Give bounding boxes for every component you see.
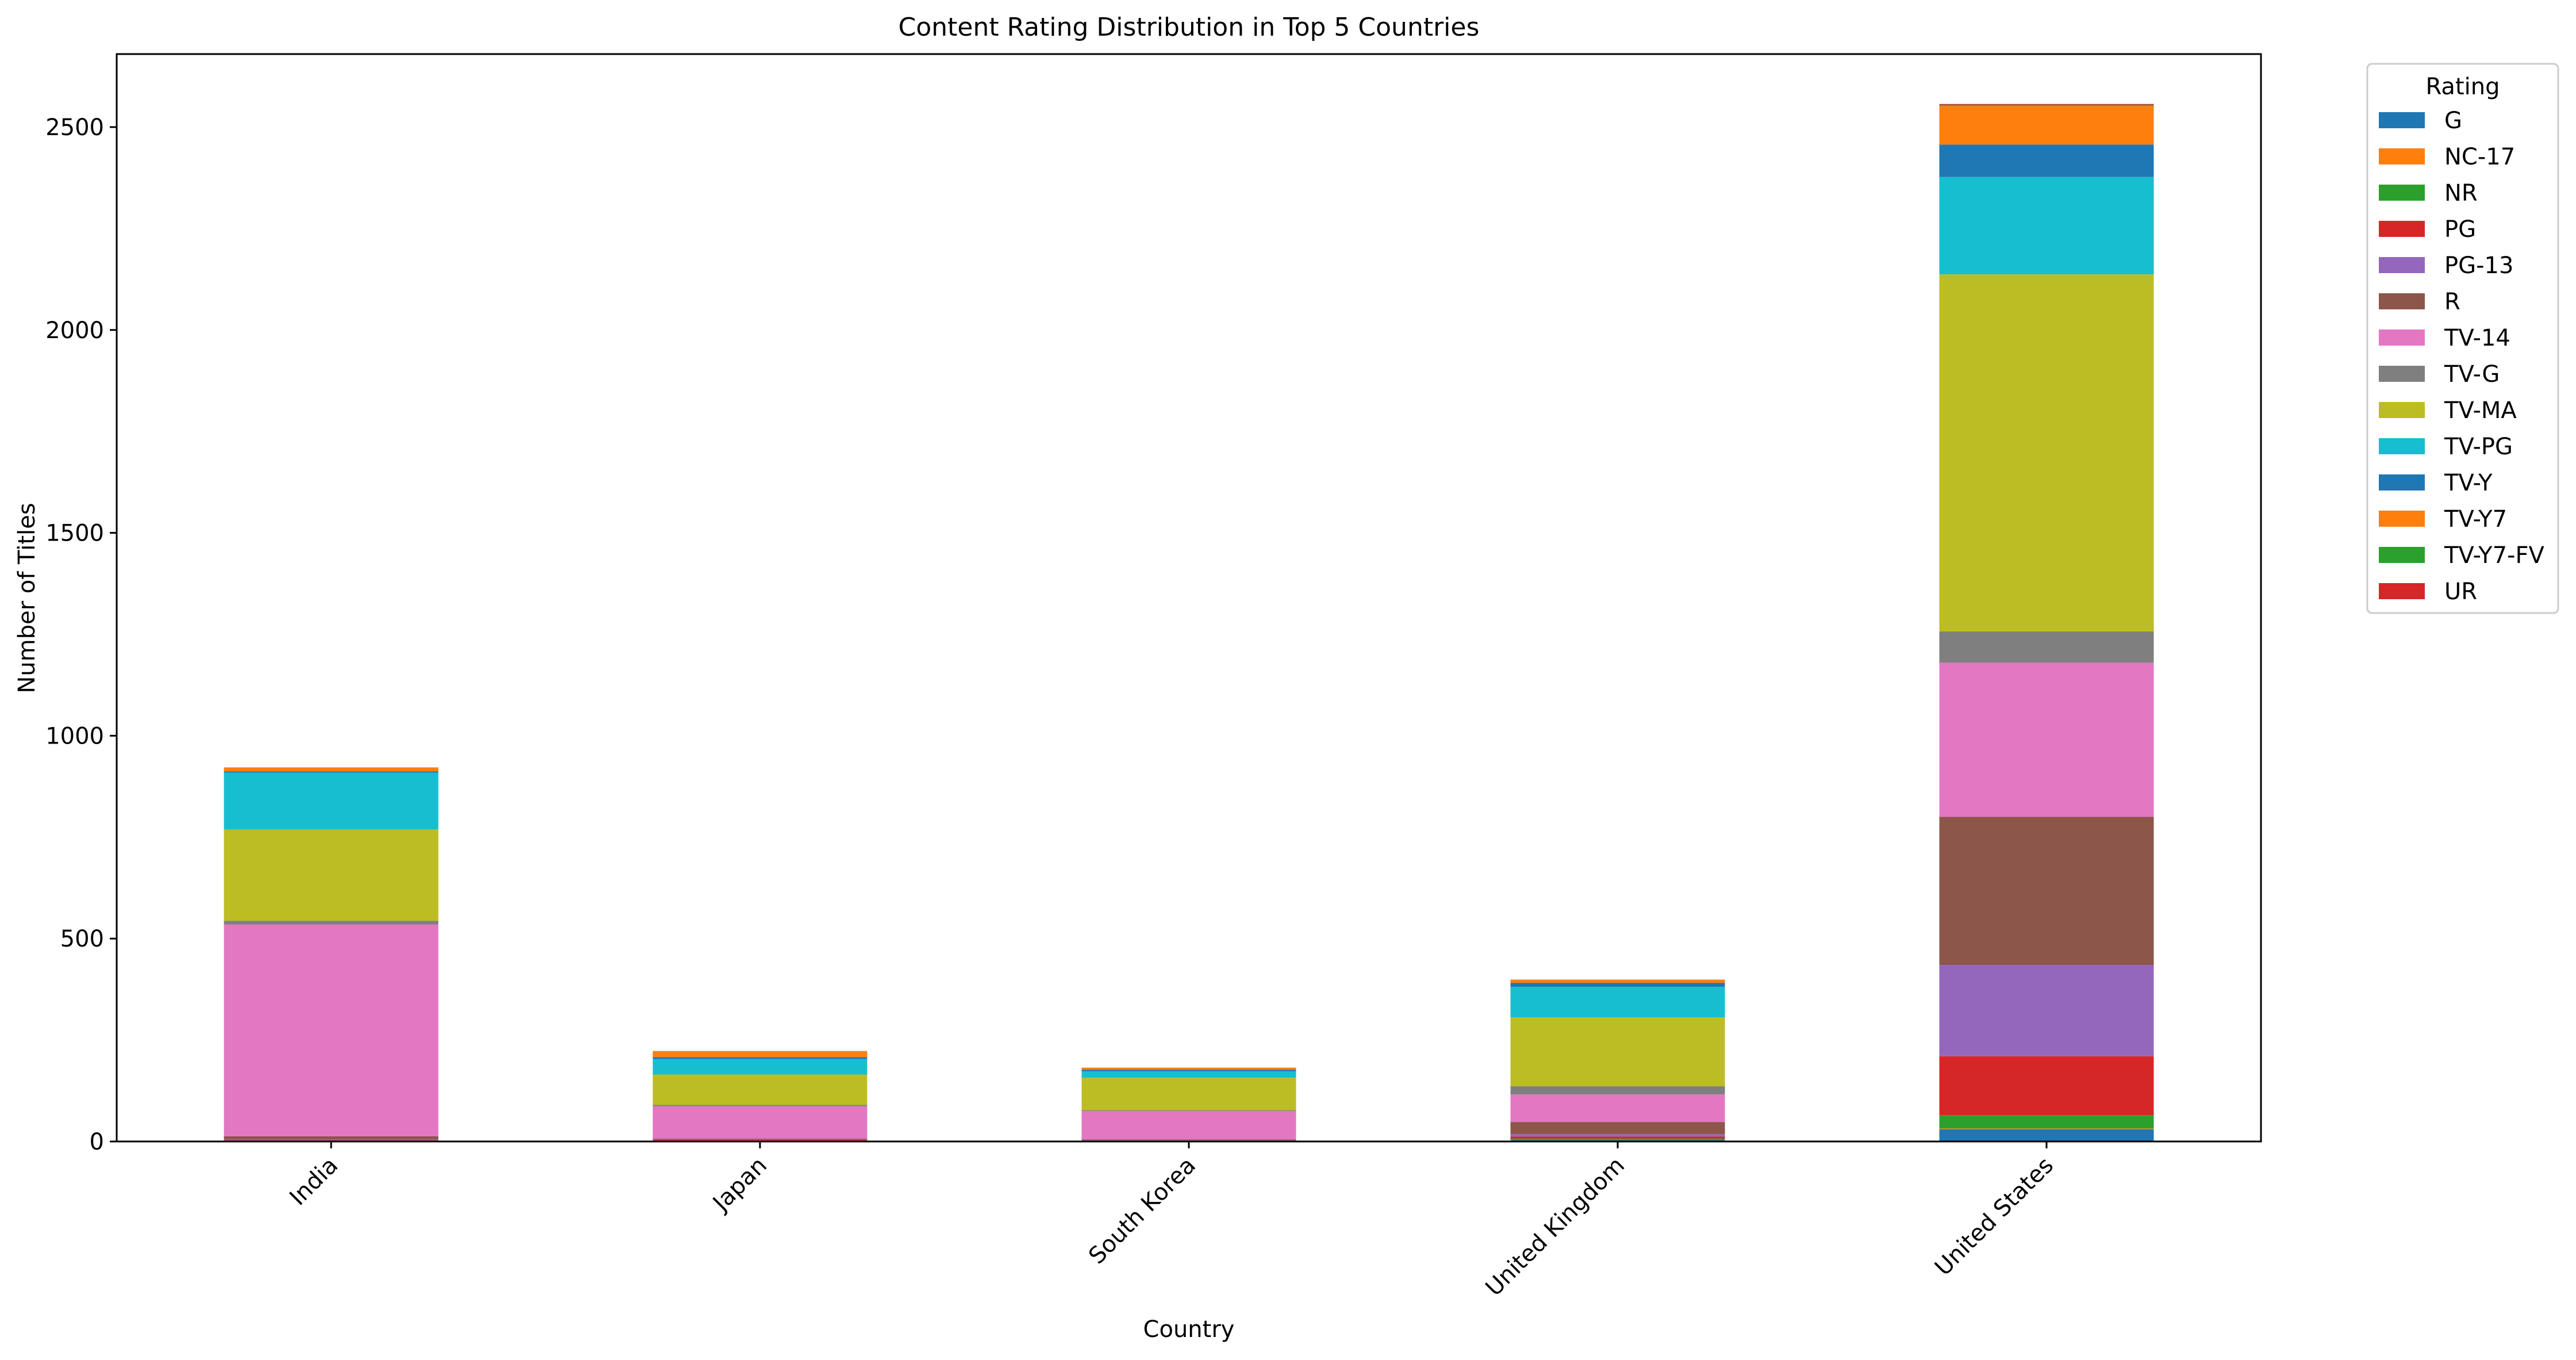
- bar-segment: [1939, 817, 2154, 966]
- bar-segment: [652, 1051, 867, 1058]
- x-tick-label: India: [285, 1152, 343, 1211]
- bar-segment: [1939, 177, 2154, 275]
- bar-segment: [224, 1139, 439, 1140]
- y-axis-label: Number of Titles: [14, 503, 40, 693]
- y-tick-label: 2500: [45, 114, 104, 141]
- y-tick-label: 500: [60, 926, 104, 952]
- bar-segment: [1081, 1139, 1296, 1140]
- legend-swatch: [2379, 366, 2425, 382]
- legend-label: G: [2444, 108, 2462, 134]
- bar-segment: [224, 771, 439, 773]
- x-tick-label: South Korea: [1084, 1152, 1201, 1270]
- legend-label: PG-13: [2444, 252, 2513, 279]
- bar-segment: [1939, 1128, 2154, 1129]
- bar-segment: [1939, 965, 2154, 1056]
- legend-label: TV-14: [2444, 325, 2510, 351]
- legend-swatch: [2379, 438, 2425, 454]
- bar-segment: [224, 1140, 439, 1141]
- x-tick-label: Japan: [707, 1152, 773, 1218]
- bar-segment: [1510, 987, 1725, 1018]
- legend: Rating G NC-17 NR PG PG-13 R TV-14 TV-G TV-MA TV-…: [2366, 63, 2559, 614]
- y-tick-label: 1000: [45, 723, 104, 749]
- bar-segment: [1510, 983, 1725, 987]
- bar-segment: [1939, 631, 2154, 663]
- bar-segment: [1939, 1056, 2154, 1116]
- x-axis: India Japan South Korea United Kingdom Unite…: [285, 1141, 2059, 1301]
- bar-segment: [1939, 662, 2154, 817]
- bar-segment: [652, 1139, 867, 1140]
- legend-label: TV-MA: [2444, 397, 2517, 424]
- legend-swatch: [2379, 583, 2425, 599]
- legend-swatch: [2379, 330, 2425, 346]
- y-tick-label: 0: [90, 1129, 104, 1155]
- legend-swatch: [2379, 112, 2425, 128]
- legend-swatch: [2379, 257, 2425, 273]
- bar-segment: [652, 1074, 867, 1105]
- legend-swatch: [2379, 148, 2425, 164]
- y-tick-label: 1500: [45, 520, 104, 547]
- bar-segment: [224, 829, 439, 921]
- legend-swatch: [2379, 293, 2425, 309]
- legend-label: NR: [2444, 180, 2478, 206]
- legend-label: PG: [2444, 216, 2476, 243]
- bar-segment: [1510, 1139, 1725, 1140]
- bar-segment: [652, 1140, 867, 1141]
- bars-layer: [224, 104, 2154, 1141]
- bar-segment: [1081, 1078, 1296, 1110]
- y-axis: 0 500 1000 1500 2000 2500: [45, 114, 117, 1155]
- legend-label: NC-17: [2444, 144, 2515, 170]
- bar-segment: [1939, 104, 2154, 105]
- bar-segment: [1939, 144, 2154, 177]
- legend-swatch: [2379, 185, 2425, 201]
- legend-swatch: [2379, 547, 2425, 563]
- legend-swatch: [2379, 402, 2425, 418]
- bar-segment: [1081, 1071, 1296, 1078]
- legend-items: G NC-17 NR PG PG-13 R TV-14 TV-G TV-MA TV-PG TV-Y T…: [2379, 108, 2544, 605]
- bar-segment: [1081, 1140, 1296, 1141]
- bar-segment: [1939, 106, 2154, 145]
- legend-label: TV-Y7-FV: [2444, 542, 2544, 569]
- bar-segment: [224, 921, 439, 925]
- bar-segment: [1510, 1134, 1725, 1137]
- bar-segment: [224, 924, 439, 1136]
- legend-label: UR: [2444, 579, 2477, 605]
- bar-segment: [652, 1106, 867, 1139]
- legend-title: Rating: [2426, 74, 2500, 100]
- legend-label: TV-Y: [2444, 470, 2493, 496]
- legend-label: R: [2444, 289, 2460, 315]
- legend-label: TV-PG: [2444, 434, 2513, 460]
- x-axis-label: Country: [1143, 1316, 1235, 1343]
- bar-segment: [1081, 1067, 1296, 1070]
- bar-segment: [652, 1059, 867, 1075]
- bar-segment: [1510, 1086, 1725, 1095]
- bar-segment: [1939, 105, 2154, 106]
- bar-segment: [1939, 1115, 2154, 1129]
- bar-segment: [1939, 1129, 2154, 1141]
- bar-segment: [652, 1057, 867, 1059]
- bar-segment: [224, 767, 439, 772]
- legend-label: TV-G: [2444, 361, 2500, 388]
- x-tick-label: United States: [1930, 1152, 2059, 1281]
- bar-segment: [1510, 1094, 1725, 1123]
- bar-segment: [1081, 1110, 1296, 1112]
- bar-segment: [1939, 274, 2154, 632]
- bar-segment: [224, 1136, 439, 1140]
- legend-swatch: [2379, 221, 2425, 237]
- bar-segment: [1510, 1122, 1725, 1135]
- bar-segment: [1081, 1070, 1296, 1071]
- legend-swatch: [2379, 474, 2425, 491]
- x-tick-label: United Kingdom: [1481, 1152, 1630, 1302]
- bar-segment: [1510, 1017, 1725, 1087]
- legend-swatch: [2379, 511, 2425, 527]
- bar-segment: [652, 1105, 867, 1106]
- bar-segment: [1081, 1111, 1296, 1140]
- bar-segment: [224, 772, 439, 830]
- bar-segment: [1510, 1136, 1725, 1139]
- legend-label: TV-Y7: [2444, 506, 2507, 532]
- chart-title: Content Rating Distribution in Top 5 Cou…: [899, 13, 1480, 42]
- bar-segment: [1510, 979, 1725, 983]
- y-tick-label: 2000: [45, 317, 104, 344]
